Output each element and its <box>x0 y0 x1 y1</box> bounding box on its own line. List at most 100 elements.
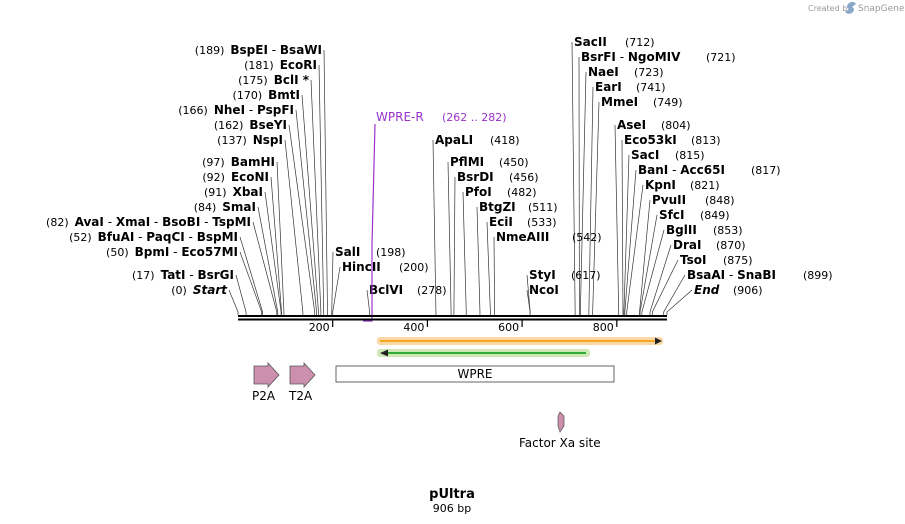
enzyme-site[interactable]: BtgZI (511) <box>479 200 558 214</box>
enzyme-site[interactable]: MmeI (749) <box>601 95 683 109</box>
enzyme-name: NmeAIII <box>496 230 549 244</box>
watermark-prefix: Created by <box>808 4 852 13</box>
enzyme-name: EcoNI <box>231 170 269 184</box>
enzyme-site[interactable]: (92) EcoNI <box>202 170 269 184</box>
watermark-brand: SnapGene <box>858 4 905 14</box>
enzyme-site[interactable]: (52) BfuAI - PaqCI - BspMI <box>69 230 238 244</box>
site-position: (175) <box>238 74 268 87</box>
sequence-backbone <box>238 315 667 321</box>
enzyme-site[interactable]: (189) BspEI - BsaWI <box>195 43 322 57</box>
leader-line <box>624 169 637 315</box>
enzyme-site[interactable]: (97) BamHI <box>202 155 275 169</box>
leader-line <box>252 221 278 315</box>
enzyme-site[interactable]: PflMI (450) <box>450 155 529 169</box>
site-position: (137) <box>217 134 247 147</box>
enzyme-site[interactable]: (17) TatI - BsrGI <box>132 268 234 282</box>
enzyme-name: SfcI <box>659 208 684 222</box>
ruler-label-800: 800 <box>593 321 614 334</box>
enzyme-label-row: (97) BamHI <box>202 155 275 169</box>
enzyme-site[interactable]: (137) NspI <box>217 133 283 147</box>
enzyme-site[interactable]: NaeI (723) <box>588 65 664 79</box>
enzyme-site[interactable]: (175) BclI * <box>238 73 310 87</box>
site-position: (749) <box>653 96 683 109</box>
enzyme-site[interactable]: TsoI (875) <box>680 253 753 267</box>
enzyme-site[interactable]: StyI (617) <box>529 268 601 282</box>
enzyme-label-row: End <box>694 283 720 297</box>
site-position: (821) <box>690 179 720 192</box>
site-position: (817) <box>751 164 781 177</box>
feature-p2a[interactable]: P2A <box>252 361 280 403</box>
enzyme-label-row: BglII <box>666 223 697 237</box>
enzyme-label-row: (91) XbaI <box>204 185 263 199</box>
enzyme-name: DraI <box>673 238 701 252</box>
enzyme-site[interactable]: (50) BpmI - Eco57MI <box>106 245 238 259</box>
enzyme-name: AvaI <box>75 215 104 229</box>
enzyme-site[interactable]: EciI (533) <box>489 215 557 229</box>
enzyme-name: BtgZI <box>479 200 516 214</box>
enzyme-site[interactable]: SacI (815) <box>631 148 705 162</box>
feature-t2a[interactable]: T2A <box>288 361 316 403</box>
enzyme-site[interactable]: (82) AvaI - XmaI - BsoBI - TspMI <box>46 215 251 229</box>
primer-wpre-r[interactable]: WPRE-R (262 .. 282) <box>363 110 507 322</box>
t2a-arrow-icon <box>289 361 316 389</box>
site-position: (84) <box>194 201 217 214</box>
enzyme-site[interactable]: BsrDI (456) <box>457 170 539 184</box>
enzyme-site[interactable]: HincII (200) <box>342 260 429 274</box>
enzyme-site[interactable]: End (906) <box>694 283 763 297</box>
enzyme-site[interactable]: SacII (712) <box>574 35 655 49</box>
enzyme-label-row: (50) BpmI - Eco57MI <box>106 245 238 259</box>
enzyme-name: NheI <box>214 103 245 117</box>
enzyme-site[interactable]: (162) BseYI <box>214 118 287 132</box>
enzyme-label-row: AseI <box>617 118 646 132</box>
enzyme-site[interactable]: (166) NheI - PspFI <box>178 103 294 117</box>
enzyme-site[interactable]: (91) XbaI <box>204 185 263 199</box>
enzyme-site[interactable]: BclVI (278) <box>369 283 447 297</box>
enzyme-site[interactable]: ApaLI (418) <box>435 133 520 147</box>
enzyme-site[interactable]: BsaAI - SnaBI (899) <box>687 268 833 282</box>
enzyme-label-row: (189) BspEI - BsaWI <box>195 43 322 57</box>
site-position: (418) <box>490 134 520 147</box>
feature-wpre[interactable]: WPRE <box>335 365 615 383</box>
orf-forward-arrowhead-icon <box>655 337 662 345</box>
enzyme-site[interactable]: PfoI (482) <box>465 185 537 199</box>
enzyme-name: BsaWI <box>280 43 322 57</box>
enzyme-site[interactable]: Eco53kI (813) <box>624 133 721 147</box>
enzyme-site[interactable]: (0) Start <box>171 283 228 297</box>
map-title: pUltra <box>429 487 475 502</box>
leader-line <box>239 236 263 315</box>
enzyme-site[interactable]: DraI (870) <box>673 238 746 252</box>
enzyme-name: BfuAI <box>98 230 135 244</box>
enzyme-site[interactable]: SalI (198) <box>335 245 406 259</box>
enzyme-site[interactable]: KpnI (821) <box>645 178 720 192</box>
enzyme-site[interactable]: SfcI (849) <box>659 208 730 222</box>
enzyme-site[interactable]: AseI (804) <box>617 118 691 132</box>
enzyme-site[interactable]: (170) BmtI <box>233 88 300 102</box>
enzyme-name: BclI <box>274 73 299 87</box>
backbone-top-strand <box>238 315 667 317</box>
enzyme-site[interactable]: NmeAIII (542) <box>496 230 602 244</box>
site-position: (875) <box>723 254 753 267</box>
enzyme-label-row: SfcI <box>659 208 684 222</box>
enzyme-name: BpmI <box>135 245 170 259</box>
p2a-arrow-icon <box>253 361 280 389</box>
site-position: (813) <box>691 134 721 147</box>
leader-line <box>288 124 316 315</box>
enzyme-site[interactable]: NcoI <box>529 283 559 297</box>
enzyme-site[interactable]: BglII (853) <box>666 223 743 237</box>
leader-line <box>323 49 328 315</box>
enzyme-site[interactable]: (181) EcoRI <box>244 58 317 72</box>
orf-reverse[interactable] <box>377 349 590 357</box>
enzyme-site[interactable]: (84) SmaI <box>194 200 256 214</box>
enzyme-name: EarI <box>595 80 622 94</box>
leader-line <box>579 71 587 315</box>
enzyme-site[interactable]: PvuII (848) <box>652 193 735 207</box>
feature-factor-xa[interactable]: Factor Xa site <box>519 411 601 450</box>
enzyme-site[interactable]: BsrFI - NgoMIV (721) <box>581 50 736 64</box>
leader-line <box>270 176 282 315</box>
leader-lines <box>228 41 693 315</box>
enzyme-site[interactable]: BanI - Acc65I (817) <box>638 163 781 177</box>
enzyme-site[interactable]: EarI (741) <box>595 80 666 94</box>
orf-forward[interactable] <box>377 337 663 345</box>
enzyme-name: KpnI <box>645 178 676 192</box>
